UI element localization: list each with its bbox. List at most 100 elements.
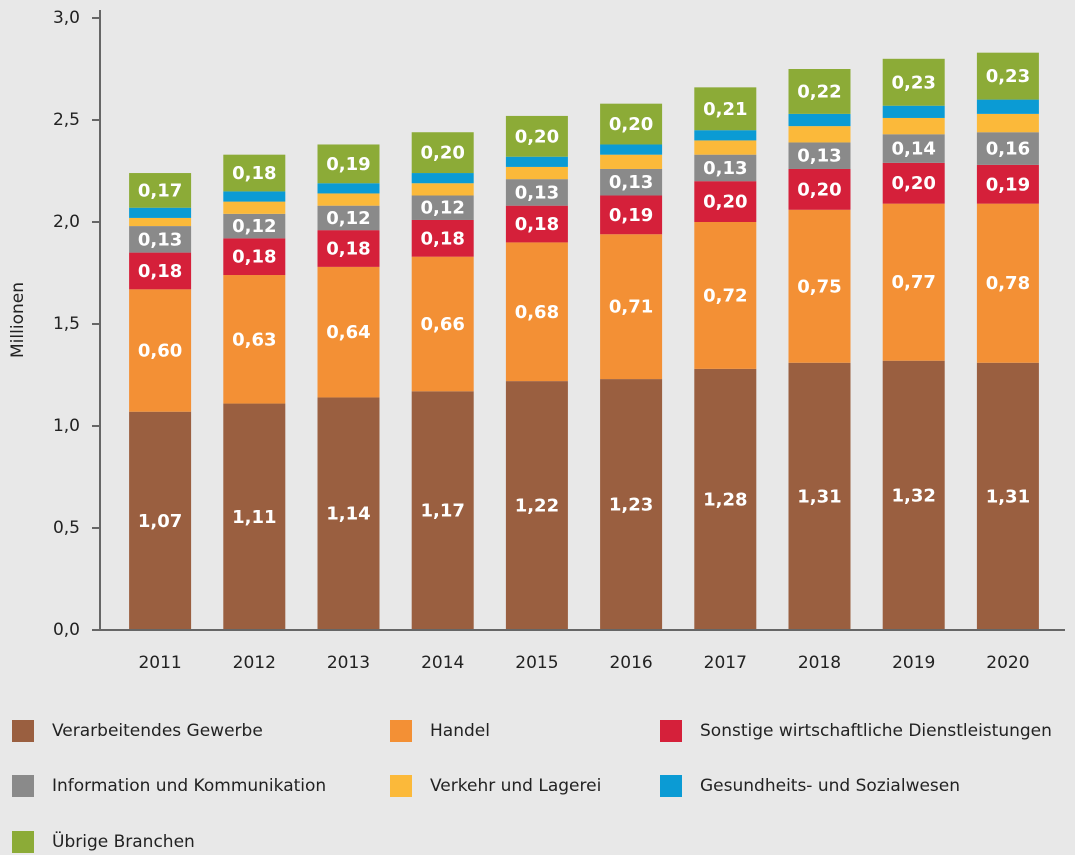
bar-segment xyxy=(788,362,851,630)
bar-segment xyxy=(882,58,945,106)
x-tick-label: 2012 xyxy=(233,653,276,673)
legend-label: Verarbeitendes Gewerbe xyxy=(52,721,263,741)
data-label: 0,19 xyxy=(609,205,653,226)
y-tick-label: 2,0 xyxy=(53,212,80,232)
data-label: 1,31 xyxy=(986,486,1030,507)
data-label: 0,77 xyxy=(891,272,935,293)
legend-label: Sonstige wirtschaftliche Dienstleistunge… xyxy=(700,721,1052,741)
bar-segment xyxy=(317,205,380,231)
data-label: 1,07 xyxy=(138,511,182,532)
data-label: 0,75 xyxy=(797,276,841,297)
bar-segment xyxy=(882,117,945,135)
bar-segment xyxy=(788,126,851,143)
data-label: 0,13 xyxy=(797,146,841,167)
bar-segment xyxy=(976,362,1039,630)
data-label: 1,11 xyxy=(232,507,276,528)
x-tick-label: 2013 xyxy=(327,653,370,673)
legend-swatch xyxy=(390,720,412,742)
bar-segment xyxy=(223,213,286,239)
bar-segment xyxy=(788,69,851,114)
legend-swatch xyxy=(660,775,682,797)
y-tick-label: 1,0 xyxy=(53,416,80,436)
data-label: 1,28 xyxy=(703,489,747,510)
legend-swatch xyxy=(12,775,34,797)
data-label: 0,18 xyxy=(326,239,370,260)
bar-segment xyxy=(600,195,663,235)
data-label: 1,31 xyxy=(797,486,841,507)
bar-segment xyxy=(600,379,663,630)
bar-segment xyxy=(411,183,474,196)
data-label: 0,16 xyxy=(986,139,1030,160)
bar-segment xyxy=(694,368,757,630)
bar-segment xyxy=(600,154,663,169)
x-tick-label: 2015 xyxy=(515,653,558,673)
bar-segment xyxy=(505,156,568,167)
bar-segment xyxy=(976,164,1039,204)
data-label: 0,72 xyxy=(703,285,747,306)
bar-segment xyxy=(411,173,474,184)
bar-segment xyxy=(223,201,286,214)
data-label: 0,13 xyxy=(703,158,747,179)
data-label: 0,14 xyxy=(891,139,935,160)
bar-segment xyxy=(505,381,568,630)
bar-segment xyxy=(223,275,286,404)
data-label: 0,19 xyxy=(986,174,1030,195)
legend-swatch xyxy=(660,720,682,742)
bar-segment xyxy=(694,140,757,155)
data-label: 0,12 xyxy=(326,208,370,229)
bar-segment xyxy=(129,411,192,630)
data-label: 0,23 xyxy=(986,66,1030,87)
data-label: 0,18 xyxy=(232,163,276,184)
data-label: 0,20 xyxy=(609,114,653,135)
data-label: 0,13 xyxy=(515,182,559,203)
bar-segment xyxy=(411,219,474,257)
bar-segment xyxy=(600,234,663,380)
bar-segment xyxy=(882,134,945,163)
x-tick-label: 2019 xyxy=(892,653,935,673)
bar-segment xyxy=(317,230,380,267)
data-label: 0,66 xyxy=(420,314,464,335)
data-label: 0,20 xyxy=(891,173,935,194)
bar-segment xyxy=(317,144,380,184)
data-label: 0,19 xyxy=(326,154,370,175)
bar-segment xyxy=(976,52,1039,100)
data-label: 0,71 xyxy=(609,297,653,318)
bar-segment xyxy=(600,168,663,196)
data-label: 0,13 xyxy=(609,172,653,193)
data-label: 0,22 xyxy=(797,81,841,102)
y-tick-label: 0,0 xyxy=(53,620,80,640)
x-tick-label: 2016 xyxy=(609,653,652,673)
x-tick-label: 2011 xyxy=(138,653,181,673)
data-label: 0,21 xyxy=(703,99,747,120)
bar-segment xyxy=(976,132,1039,165)
bar-segment xyxy=(505,166,568,180)
bar-segment xyxy=(317,397,380,630)
bar-segment xyxy=(976,203,1039,363)
bar-segment xyxy=(505,179,568,206)
bar-segment xyxy=(694,130,757,141)
bar-segment xyxy=(694,87,757,131)
bar-segment xyxy=(882,162,945,204)
bar-segment xyxy=(411,132,474,174)
bar-segment xyxy=(223,403,286,630)
data-label: 0,20 xyxy=(797,179,841,200)
bar-segment xyxy=(411,195,474,220)
data-label: 0,18 xyxy=(420,228,464,249)
legend-swatch xyxy=(12,720,34,742)
data-label: 0,18 xyxy=(138,261,182,282)
bar-segment xyxy=(788,113,851,127)
bar-segment xyxy=(223,191,286,202)
bar-segment xyxy=(129,289,192,412)
data-label: 0,12 xyxy=(232,216,276,237)
legend-label: Handel xyxy=(430,721,490,741)
data-label: 1,32 xyxy=(891,485,935,506)
bar-segment xyxy=(317,183,380,194)
bar-segment xyxy=(129,173,192,208)
data-label: 1,22 xyxy=(515,496,559,517)
legend-label: Gesundheits- und Sozialwesen xyxy=(700,776,960,796)
data-label: 0,64 xyxy=(326,322,370,343)
legend-swatch xyxy=(390,775,412,797)
data-label: 0,23 xyxy=(891,72,935,93)
bar-segment xyxy=(223,154,286,192)
bar-segment xyxy=(411,256,474,392)
